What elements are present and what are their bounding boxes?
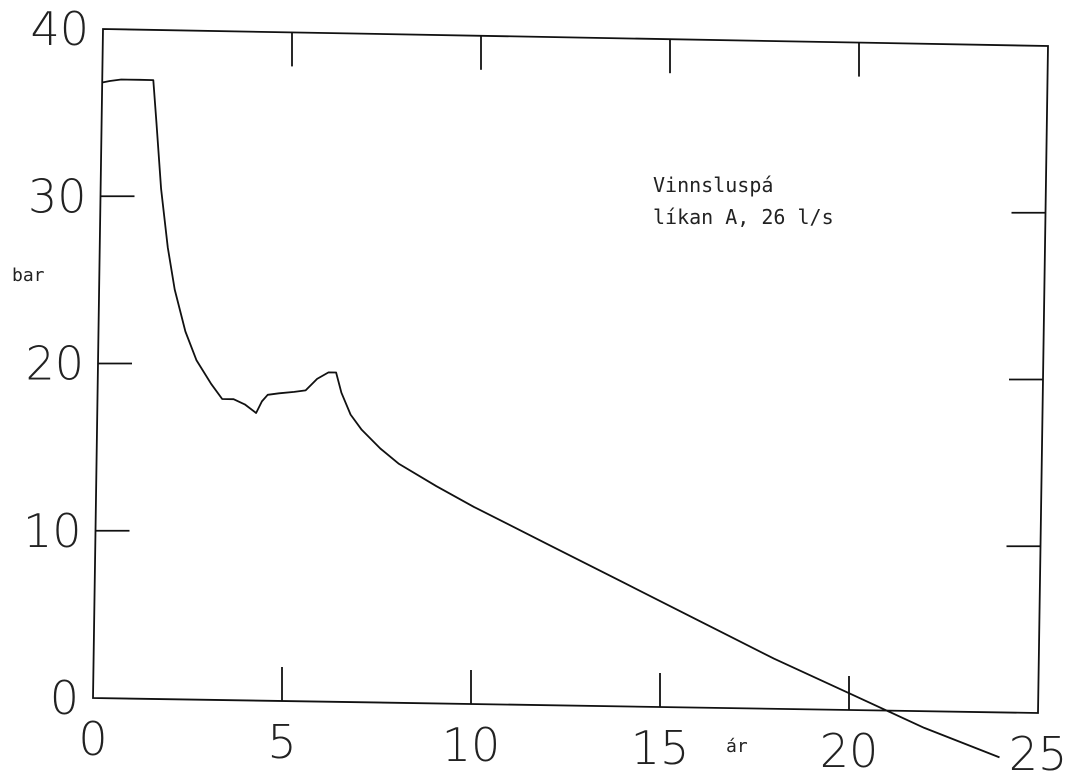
data-point xyxy=(398,463,399,464)
data-point xyxy=(361,429,362,430)
data-point xyxy=(341,392,342,393)
data-point xyxy=(548,544,549,545)
y-axis-label: bar xyxy=(12,265,45,286)
y-tick-label: 40 xyxy=(30,2,89,56)
data-point xyxy=(196,360,197,361)
data-point xyxy=(156,121,157,122)
x-tick-label: 15 xyxy=(631,721,690,773)
data-point xyxy=(336,372,337,373)
data-point xyxy=(174,289,175,290)
data-point xyxy=(774,658,775,659)
data-point xyxy=(167,247,168,248)
axes xyxy=(92,28,1049,714)
y-tick-label: 0 xyxy=(50,671,79,725)
data-point xyxy=(109,80,110,81)
data-point xyxy=(305,390,306,391)
data-point xyxy=(211,383,212,384)
annotation-line-2: líkan A, 26 l/s xyxy=(653,205,834,229)
data-point xyxy=(699,620,700,621)
x-tick-label: 20 xyxy=(820,724,879,773)
x-tick-label: 0 xyxy=(78,712,107,766)
plot-frame xyxy=(92,28,1049,714)
data-point xyxy=(267,394,268,395)
x-tick-label: 5 xyxy=(267,715,296,769)
data-point xyxy=(294,391,295,392)
data-point xyxy=(317,378,318,379)
data-point xyxy=(924,727,925,728)
annotation-line-1: Vinnsluspá xyxy=(653,173,773,197)
data-point xyxy=(185,331,186,332)
tick-marks xyxy=(95,32,1046,710)
y-tick-label: 30 xyxy=(28,169,87,223)
x-tick-label: 25 xyxy=(1009,727,1068,773)
data-point xyxy=(121,79,122,80)
data-point xyxy=(278,393,279,394)
data-point xyxy=(244,404,245,405)
data-point xyxy=(473,506,474,507)
data-point xyxy=(153,80,154,81)
x-axis-label: ár xyxy=(726,736,748,757)
data-point xyxy=(233,399,234,400)
data-point xyxy=(261,401,262,402)
data-point xyxy=(256,412,257,413)
data-point xyxy=(350,414,351,415)
y-tick-label: 20 xyxy=(25,337,84,391)
data-point xyxy=(436,486,437,487)
data-point xyxy=(380,448,381,449)
data-point xyxy=(139,79,140,80)
y-tick-label: 10 xyxy=(23,504,82,558)
data-point xyxy=(328,372,329,373)
data-point xyxy=(849,693,850,694)
tick-labels: 0 5 10 15 20 25 0 10 20 30 40 xyxy=(23,2,1067,773)
data-point xyxy=(624,582,625,583)
data-point xyxy=(222,398,223,399)
data-point xyxy=(102,82,103,83)
series xyxy=(102,78,1000,759)
series-line xyxy=(102,78,1000,759)
data-point xyxy=(999,757,1000,758)
x-tick-label: 10 xyxy=(442,718,501,772)
data-point xyxy=(161,188,162,189)
